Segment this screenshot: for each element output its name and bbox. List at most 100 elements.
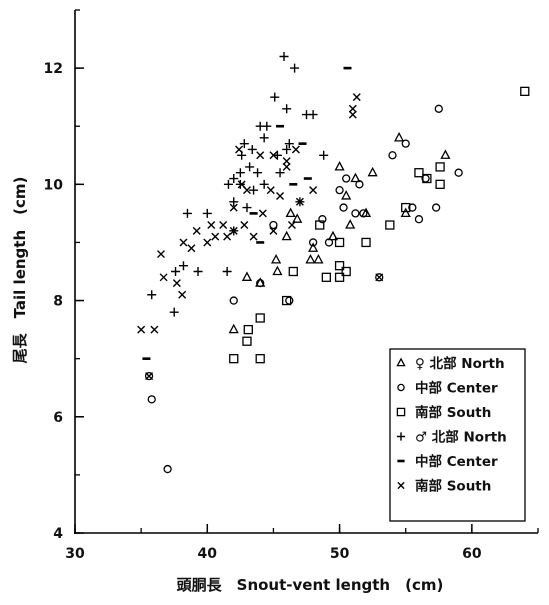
x-tick-label: 40 (198, 546, 218, 562)
circle-point (401, 139, 410, 148)
x-point (240, 221, 249, 230)
square-point (229, 354, 239, 364)
circle-point (375, 273, 384, 282)
circle-point (318, 215, 327, 224)
plus-point (229, 174, 239, 184)
circle-point (163, 464, 172, 474)
plus-point (279, 51, 289, 61)
x-tick-label: 60 (462, 546, 482, 562)
dash-point (303, 177, 312, 180)
plus-point (223, 179, 233, 189)
x-point (211, 232, 220, 241)
square-point (243, 324, 253, 335)
square-point (520, 86, 530, 97)
series-4 (142, 66, 352, 360)
x-point (266, 186, 275, 195)
triangle-point (400, 207, 411, 218)
x-point (291, 145, 300, 154)
square-point (334, 237, 345, 248)
legend-label: ♀ 北部 North (415, 355, 505, 372)
triangle-point (334, 161, 345, 171)
plus-point (259, 133, 269, 143)
x-point (352, 93, 361, 102)
square-point (435, 179, 445, 189)
circle-point (229, 296, 238, 305)
x-axis-title: 頭胴長 Snout-vent length (cm) (177, 576, 444, 594)
plus-point (290, 63, 300, 73)
legend-marker-circle (397, 383, 405, 392)
square-point (288, 266, 298, 277)
legend-box (389, 348, 526, 522)
x-point (348, 104, 357, 113)
square-point (341, 266, 351, 277)
circle-point (454, 168, 463, 177)
legend: ♀ 北部 North 中部 Center 南部 South ♂ 北部 North 中部 … (389, 348, 526, 522)
triangle-point (327, 230, 339, 241)
x-point (276, 191, 285, 200)
plus-point (222, 267, 232, 276)
plus-point (235, 168, 245, 178)
x-point (287, 221, 296, 230)
y-tick-label: 10 (44, 177, 64, 193)
triangle-point (341, 190, 352, 200)
y-tick-label: 8 (53, 294, 63, 310)
circle-point (339, 203, 348, 212)
triangle-point (350, 172, 361, 183)
circle-point (355, 180, 364, 189)
plus-point (245, 162, 255, 172)
x-point (282, 162, 291, 171)
x-point (249, 232, 258, 241)
square-point (315, 220, 325, 230)
circle-point (147, 395, 156, 404)
circle-point (408, 203, 417, 212)
x-point (348, 110, 357, 119)
dash-point (276, 124, 285, 128)
square-point (334, 272, 345, 282)
dash-point (343, 66, 352, 70)
x-point (282, 157, 291, 166)
triangle-point (272, 265, 283, 276)
legend-label: 南部 South (415, 404, 491, 421)
square-point (242, 336, 252, 346)
plus-point (282, 144, 292, 154)
circle-point (431, 203, 441, 212)
plus-point (169, 307, 179, 317)
triangle-point (228, 323, 239, 334)
plus-point (253, 168, 263, 178)
square-point (422, 173, 432, 184)
x-point (219, 221, 228, 230)
y-tick-label: 12 (44, 61, 63, 77)
plus-point (242, 203, 252, 213)
plus-point (193, 267, 203, 276)
triangle-point (394, 131, 405, 142)
dash-point (289, 183, 298, 186)
x-point (145, 372, 154, 381)
circle-point (335, 185, 344, 195)
square-point (435, 162, 445, 172)
circle-point (342, 174, 351, 183)
dash-point (249, 212, 258, 215)
triangle-point (292, 213, 303, 223)
y-tick-label: 4 (53, 526, 63, 542)
plus-point (282, 104, 292, 114)
dash-point (256, 241, 265, 244)
plus-point (275, 168, 285, 178)
circle-point (414, 215, 424, 224)
circle-point (285, 296, 294, 305)
legend-label: 中部 Center (415, 453, 498, 470)
square-point (401, 202, 411, 213)
x-point (256, 151, 265, 160)
circle-point (308, 238, 318, 247)
plus-point (249, 185, 259, 195)
x-point (178, 290, 187, 299)
series-5 (137, 93, 384, 381)
circle-point (359, 209, 368, 218)
dash-point (298, 142, 307, 145)
circle-point (269, 220, 278, 230)
circle-point (324, 238, 334, 247)
plus-point (259, 179, 269, 189)
legend-marker-dash (397, 459, 405, 463)
x-point (207, 221, 216, 230)
circle-point (144, 371, 154, 381)
